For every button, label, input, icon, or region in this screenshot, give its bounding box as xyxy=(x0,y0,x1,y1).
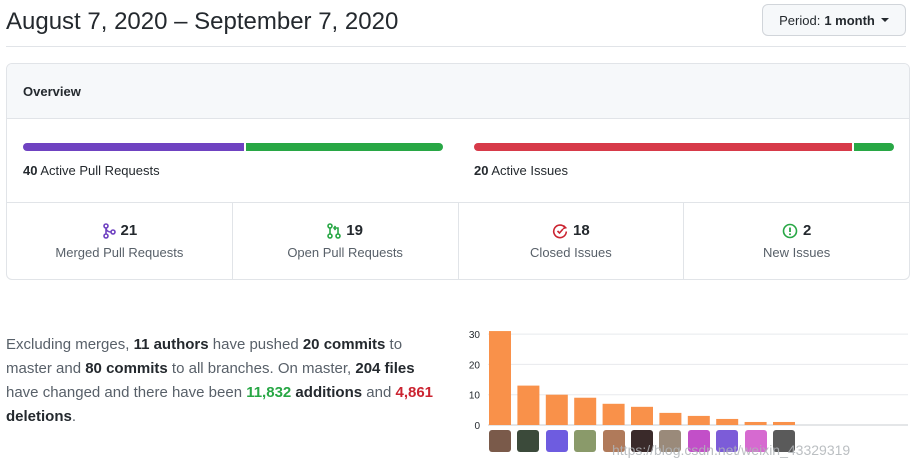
commits-by-author-chart: 0 10 20 30 xyxy=(462,318,912,470)
summary-text: Excluding merges, xyxy=(6,336,134,353)
stats-row: 21 Merged Pull Requests 19 Open Pull Req… xyxy=(7,203,909,279)
commit-bar[interactable] xyxy=(489,331,511,425)
new-issues-label: New Issues xyxy=(763,245,831,260)
period-dropdown-button[interactable]: Period: 1 month xyxy=(762,4,906,36)
new-issue-icon xyxy=(782,223,798,238)
open-pr-label: Open Pull Requests xyxy=(287,245,403,260)
commit-bar[interactable] xyxy=(574,397,597,425)
y-tick-label: 20 xyxy=(469,360,481,371)
commit-bar[interactable] xyxy=(545,394,568,425)
overview-title: Overview xyxy=(7,64,909,119)
merged-pr-icon xyxy=(102,222,116,239)
additions-word: additions xyxy=(291,384,363,401)
deletions-count: 4,861 xyxy=(395,384,434,401)
closed-issue-icon xyxy=(553,223,568,238)
summary-text: have changed and there have been xyxy=(6,384,247,401)
open-pr-icon xyxy=(327,222,342,239)
period-value: 1 month xyxy=(824,12,875,28)
y-tick-label: 0 xyxy=(474,421,480,432)
master-commits-count: 20 commits xyxy=(302,336,386,353)
additions-count: 11,832 xyxy=(246,384,292,401)
summary-text: to all branches. On master, xyxy=(167,360,356,377)
commit-summary: Excluding merges, 11 authors have pushed… xyxy=(6,333,446,429)
closed-issues-label: Closed Issues xyxy=(530,245,612,260)
stat-closed-issues[interactable]: 18 Closed Issues xyxy=(459,203,685,279)
open-pr-segment xyxy=(245,143,443,151)
merged-pr-label: Merged Pull Requests xyxy=(55,245,184,260)
merged-pr-value: 21 xyxy=(120,222,138,239)
closed-issues-segment xyxy=(474,143,852,151)
page-header: August 7, 2020 – September 7, 2020 Perio… xyxy=(6,0,906,47)
commit-bar[interactable] xyxy=(659,412,682,425)
summary-text: . xyxy=(71,408,77,425)
y-tick-label: 10 xyxy=(469,391,481,402)
active-issues-text: Active Issues xyxy=(491,163,568,178)
issues-progress-bar[interactable] xyxy=(474,143,894,151)
commit-bar[interactable] xyxy=(602,403,625,425)
author-avatar[interactable] xyxy=(773,430,795,452)
author-avatar[interactable] xyxy=(687,430,710,452)
author-avatar[interactable] xyxy=(545,430,568,452)
active-pr-text: Active Pull Requests xyxy=(40,163,160,178)
active-pr-count: 40 xyxy=(23,163,38,178)
activity-bars: 40 Active Pull Requests 20 Active Issues xyxy=(7,119,909,203)
author-avatar[interactable] xyxy=(489,430,511,452)
chart-svg: 0 10 20 30 xyxy=(469,330,908,432)
author-avatar[interactable] xyxy=(574,430,597,452)
overview-panel: Overview 40 Active Pull Requests 20 Acti… xyxy=(6,63,910,280)
stat-new-issues[interactable]: 2 New Issues xyxy=(684,203,909,279)
summary-text: and xyxy=(362,384,396,401)
stat-open-pull-requests[interactable]: 19 Open Pull Requests xyxy=(233,203,459,279)
watermark-text: https://blog.csdn.net/weixin_43329319 xyxy=(612,442,851,458)
author-avatar[interactable] xyxy=(659,430,682,452)
merged-pr-segment xyxy=(23,143,244,151)
active-issues-label[interactable]: 20 Active Issues xyxy=(474,163,568,178)
commit-bar[interactable] xyxy=(631,406,653,425)
pull-requests-progress-bar[interactable] xyxy=(23,143,443,151)
author-avatar[interactable] xyxy=(744,430,767,452)
commit-bar[interactable] xyxy=(517,385,540,425)
open-pr-value: 19 xyxy=(346,222,363,239)
author-avatar[interactable] xyxy=(631,430,653,452)
commit-bar[interactable] xyxy=(744,421,767,425)
commit-bar[interactable] xyxy=(773,421,795,425)
date-range-title: August 7, 2020 – September 7, 2020 xyxy=(6,8,399,35)
deletions-word: deletions xyxy=(6,408,72,425)
active-issues-count: 20 xyxy=(474,163,489,178)
authors-count[interactable]: 11 authors xyxy=(133,336,209,353)
y-tick-label: 30 xyxy=(469,330,481,341)
files-changed-count: 204 files xyxy=(355,360,415,377)
author-avatar[interactable] xyxy=(716,430,739,452)
caret-down-icon xyxy=(880,18,889,22)
summary-text: to master and xyxy=(6,336,403,377)
closed-issues-value: 18 xyxy=(573,222,590,239)
stat-merged-pull-requests[interactable]: 21 Merged Pull Requests xyxy=(7,203,233,279)
active-pull-requests-label[interactable]: 40 Active Pull Requests xyxy=(23,163,160,178)
author-avatar[interactable] xyxy=(517,430,540,452)
new-issues-value: 2 xyxy=(802,222,812,239)
period-label: Period: xyxy=(779,12,821,28)
summary-text: have pushed xyxy=(208,336,303,353)
new-issues-segment xyxy=(854,143,894,151)
author-avatar[interactable] xyxy=(602,430,625,452)
all-commits-count: 80 commits xyxy=(85,360,168,377)
commit-bar[interactable] xyxy=(687,415,710,425)
commit-bar[interactable] xyxy=(716,418,739,425)
